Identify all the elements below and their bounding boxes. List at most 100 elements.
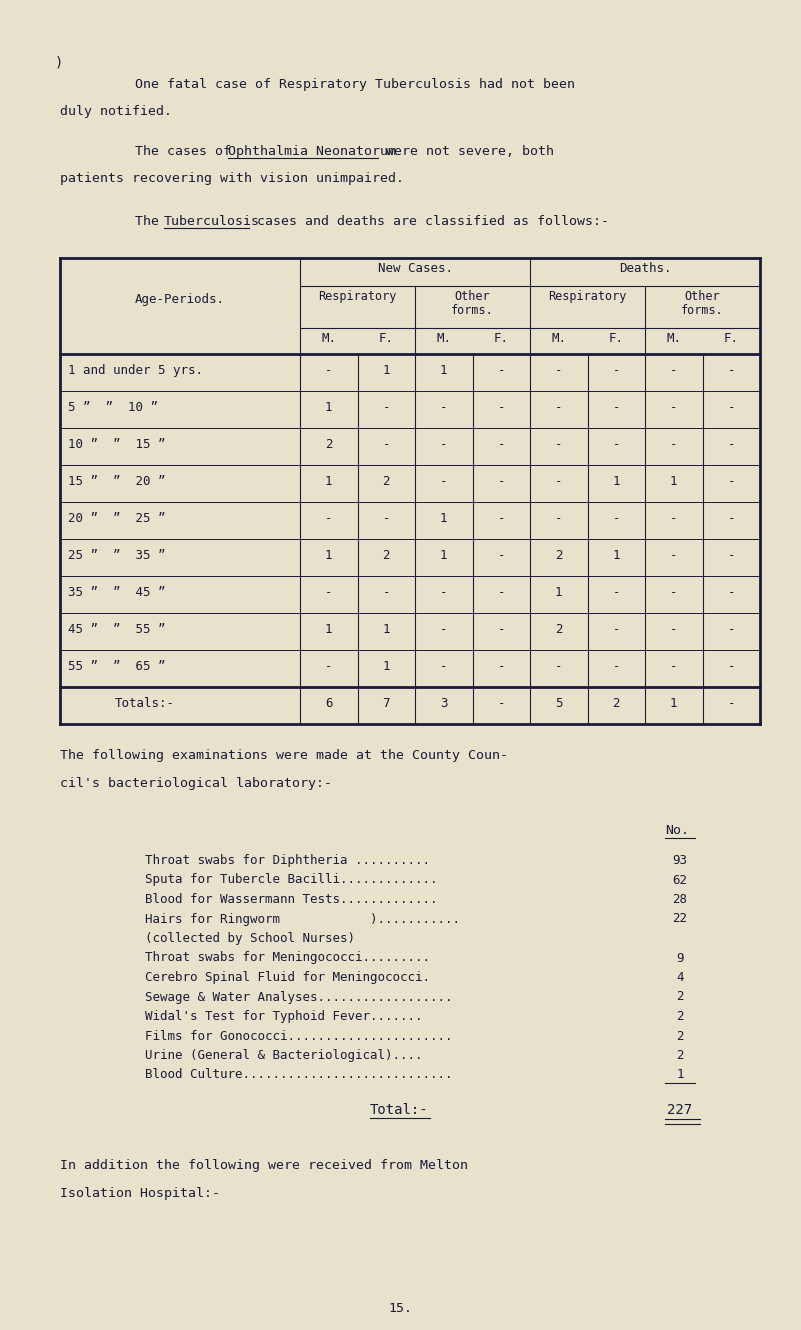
Text: 1: 1 <box>440 364 448 376</box>
Text: 1: 1 <box>325 475 332 488</box>
Text: Other: Other <box>685 290 720 303</box>
Text: -: - <box>727 587 735 598</box>
Text: -: - <box>555 512 562 525</box>
Text: -: - <box>497 438 505 451</box>
Text: Respiratory: Respiratory <box>549 290 626 303</box>
Text: 1: 1 <box>440 512 448 525</box>
Text: 3: 3 <box>440 697 448 710</box>
Text: -: - <box>497 512 505 525</box>
Text: -: - <box>727 475 735 488</box>
Text: -: - <box>325 660 332 673</box>
Text: -: - <box>613 622 620 636</box>
Text: F.: F. <box>379 332 394 344</box>
Text: 62: 62 <box>673 874 687 887</box>
Text: F.: F. <box>493 332 509 344</box>
Text: One fatal case of Respiratory Tuberculosis had not been: One fatal case of Respiratory Tuberculos… <box>135 78 575 90</box>
Text: 2: 2 <box>325 438 332 451</box>
Text: F.: F. <box>724 332 739 344</box>
Text: 2: 2 <box>676 991 684 1004</box>
Text: Throat swabs for Diphtheria ..........: Throat swabs for Diphtheria .......... <box>145 854 430 867</box>
Text: Isolation Hospital:-: Isolation Hospital:- <box>60 1186 220 1200</box>
Text: -: - <box>555 475 562 488</box>
Text: Ophthalmia Neonatorum: Ophthalmia Neonatorum <box>228 145 396 158</box>
Text: 1: 1 <box>613 475 620 488</box>
Text: -: - <box>670 549 678 563</box>
Text: 4: 4 <box>676 971 684 984</box>
Text: 1: 1 <box>383 622 390 636</box>
Text: -: - <box>555 438 562 451</box>
Text: 35 ”  ”  45 ”: 35 ” ” 45 ” <box>68 587 166 598</box>
Text: 6: 6 <box>325 697 332 710</box>
Text: 227: 227 <box>667 1104 693 1117</box>
Text: -: - <box>497 587 505 598</box>
Text: -: - <box>383 402 390 414</box>
Text: -: - <box>613 512 620 525</box>
Text: 25 ”  ”  35 ”: 25 ” ” 35 ” <box>68 549 166 563</box>
Text: -: - <box>727 364 735 376</box>
Text: 5 ”  ”  10 ”: 5 ” ” 10 ” <box>68 402 158 414</box>
Text: (collected by School Nurses): (collected by School Nurses) <box>145 932 355 946</box>
Text: -: - <box>497 549 505 563</box>
Text: 9: 9 <box>676 951 684 964</box>
Text: Cerebro Spinal Fluid for Meningococci.: Cerebro Spinal Fluid for Meningococci. <box>145 971 430 984</box>
Text: 15.: 15. <box>388 1302 413 1315</box>
Text: The cases of: The cases of <box>135 145 239 158</box>
Text: -: - <box>555 660 562 673</box>
Text: 15 ”  ”  20 ”: 15 ” ” 20 ” <box>68 475 166 488</box>
Text: 55 ”  ”  65 ”: 55 ” ” 65 ” <box>68 660 166 673</box>
Text: -: - <box>670 587 678 598</box>
Text: 10 ”  ”  15 ”: 10 ” ” 15 ” <box>68 438 166 451</box>
Text: -: - <box>440 402 448 414</box>
Text: Sputa for Tubercle Bacilli.............: Sputa for Tubercle Bacilli............. <box>145 874 437 887</box>
Text: M.: M. <box>666 332 681 344</box>
Text: -: - <box>497 660 505 673</box>
Text: -: - <box>440 475 448 488</box>
Text: 2: 2 <box>676 1029 684 1043</box>
Text: -: - <box>670 512 678 525</box>
Text: Blood Culture............................: Blood Culture...........................… <box>145 1068 453 1081</box>
Text: -: - <box>383 587 390 598</box>
Text: 1: 1 <box>383 660 390 673</box>
Text: 28: 28 <box>673 892 687 906</box>
Text: -: - <box>440 438 448 451</box>
Text: The following examinations were made at the County Coun-: The following examinations were made at … <box>60 749 508 762</box>
Text: 1: 1 <box>325 402 332 414</box>
Text: Hairs for Ringworm            )...........: Hairs for Ringworm )........... <box>145 912 460 926</box>
Text: Age-Periods.: Age-Periods. <box>135 294 225 306</box>
Text: -: - <box>613 438 620 451</box>
Text: Totals:-: Totals:- <box>115 697 175 710</box>
Text: 20 ”  ”  25 ”: 20 ” ” 25 ” <box>68 512 166 525</box>
Text: 1: 1 <box>325 549 332 563</box>
Text: In addition the following were received from Melton: In addition the following were received … <box>60 1158 468 1172</box>
Text: 1: 1 <box>670 697 678 710</box>
Text: patients recovering with vision unimpaired.: patients recovering with vision unimpair… <box>60 172 404 185</box>
Text: -: - <box>670 660 678 673</box>
Text: Widal's Test for Typhoid Fever.......: Widal's Test for Typhoid Fever....... <box>145 1009 422 1023</box>
Text: -: - <box>555 364 562 376</box>
Text: 2: 2 <box>613 697 620 710</box>
Text: Blood for Wassermann Tests.............: Blood for Wassermann Tests............. <box>145 892 437 906</box>
Text: 45 ”  ”  55 ”: 45 ” ” 55 ” <box>68 622 166 636</box>
Text: 2: 2 <box>676 1009 684 1023</box>
Text: -: - <box>497 697 505 710</box>
Text: duly notified.: duly notified. <box>60 105 172 118</box>
Text: 1 and under 5 yrs.: 1 and under 5 yrs. <box>68 364 203 376</box>
Text: 2: 2 <box>383 475 390 488</box>
Text: forms.: forms. <box>451 305 494 317</box>
Text: 1: 1 <box>555 587 562 598</box>
Text: Films for Gonococci......................: Films for Gonococci.....................… <box>145 1029 453 1043</box>
Text: Throat swabs for Meningococci.........: Throat swabs for Meningococci......... <box>145 951 430 964</box>
Text: 1: 1 <box>383 364 390 376</box>
Text: -: - <box>383 512 390 525</box>
Text: -: - <box>613 364 620 376</box>
Text: 2: 2 <box>676 1049 684 1061</box>
Text: -: - <box>727 402 735 414</box>
Text: M.: M. <box>551 332 566 344</box>
Text: -: - <box>440 587 448 598</box>
Text: -: - <box>497 475 505 488</box>
Text: -: - <box>727 438 735 451</box>
Text: 1: 1 <box>676 1068 684 1081</box>
Text: 93: 93 <box>673 854 687 867</box>
Text: Sewage & Water Analyses..................: Sewage & Water Analyses.................… <box>145 991 453 1004</box>
Text: 1: 1 <box>325 622 332 636</box>
